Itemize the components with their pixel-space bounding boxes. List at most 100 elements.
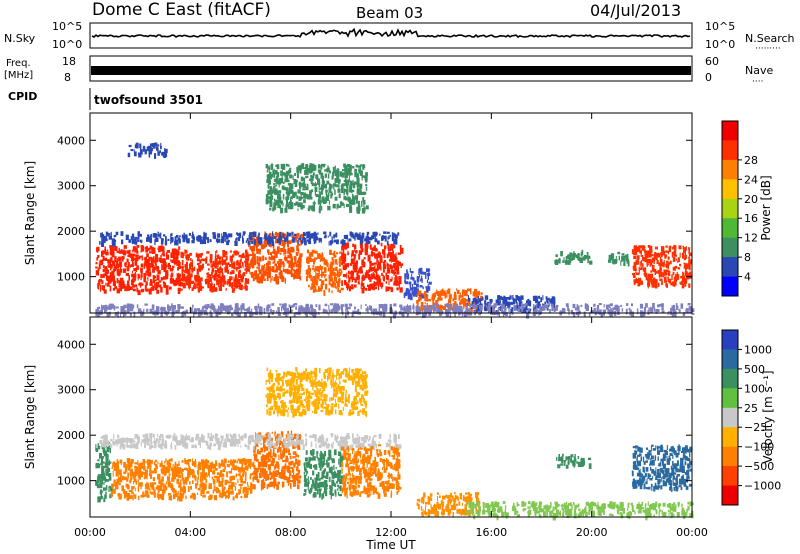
power-cell	[609, 303, 613, 307]
power-cell	[98, 306, 100, 309]
power-cell	[458, 307, 462, 313]
power-cell	[310, 167, 312, 174]
power-cell	[130, 253, 132, 258]
velocity-cell	[336, 480, 338, 484]
power-cell	[282, 239, 286, 245]
velocity-cell	[290, 460, 294, 464]
power-cell	[294, 173, 297, 176]
power-cell	[144, 285, 147, 291]
power-cell	[229, 304, 232, 309]
power-cell	[369, 305, 372, 310]
power-cell	[124, 286, 128, 292]
velocity-cell	[316, 482, 320, 489]
power-cell	[234, 285, 236, 291]
power-cell	[123, 245, 125, 250]
power-cell	[550, 303, 553, 307]
power-cell	[345, 308, 347, 312]
power-cell	[364, 242, 367, 247]
power-cell	[608, 304, 611, 308]
power-cell	[351, 189, 355, 193]
power-cell	[209, 286, 213, 292]
power-cell	[367, 271, 369, 275]
power-cell	[643, 311, 645, 317]
power-cell	[264, 233, 267, 239]
velocity-cell	[188, 460, 190, 467]
power-cell	[271, 255, 275, 261]
power-cell	[218, 274, 220, 279]
power-cell	[263, 278, 266, 281]
velocity-cell	[240, 495, 243, 499]
velocity-cell	[261, 470, 264, 476]
power-cell	[188, 273, 191, 278]
power-cell	[454, 312, 456, 318]
power-cell	[389, 278, 393, 282]
power-cell	[433, 309, 435, 314]
power-cell	[532, 304, 535, 309]
power-cell	[337, 179, 341, 182]
power-cell	[198, 264, 201, 271]
velocity-cell	[317, 457, 319, 461]
power-colorbar-tick-label: 8	[744, 251, 751, 264]
freq-tick-bottom: 8	[64, 71, 71, 84]
power-cell	[678, 308, 680, 311]
power-cell	[117, 312, 119, 318]
power-cell	[114, 246, 118, 251]
power-cell	[112, 260, 116, 267]
power-cell	[411, 273, 413, 277]
power-cell	[324, 303, 328, 307]
power-cell	[354, 235, 356, 241]
power-cell	[156, 289, 160, 294]
power-cell	[418, 268, 422, 273]
power-cell	[677, 267, 681, 270]
power-cell	[188, 287, 190, 290]
velocity-cell	[108, 459, 110, 463]
velocity-cell	[201, 459, 205, 465]
power-cell	[315, 174, 317, 179]
power-cell	[177, 266, 180, 271]
power-cell	[657, 282, 660, 287]
power-cell	[620, 304, 623, 307]
power-cell	[256, 273, 260, 277]
power-cell	[334, 308, 338, 314]
velocity-cell	[147, 459, 149, 466]
power-cell	[294, 184, 298, 187]
velocity-cell	[320, 484, 322, 488]
power-cell	[390, 269, 394, 274]
power-cell	[675, 303, 678, 306]
velocity-cell	[119, 459, 123, 464]
velocity-cell	[125, 483, 128, 488]
power-cell	[672, 271, 675, 276]
power-cell	[609, 258, 611, 263]
power-cell	[229, 255, 233, 262]
velocity-cell	[232, 475, 236, 481]
power-cell	[285, 191, 289, 195]
velocity-cell	[223, 491, 227, 497]
velocity-cell	[165, 486, 168, 491]
power-cell	[642, 263, 644, 268]
power-cell	[321, 252, 323, 257]
power-cell	[229, 309, 231, 314]
power-cell	[137, 234, 140, 239]
power-cell	[125, 272, 129, 276]
power-cell	[632, 265, 635, 270]
velocity-cell	[292, 456, 296, 459]
power-cell	[185, 235, 188, 241]
power-cell	[354, 232, 358, 238]
power-cell	[285, 204, 287, 211]
velocity-cell	[259, 467, 264, 473]
power-cell	[174, 258, 178, 264]
power-cell	[313, 309, 316, 313]
power-cell	[621, 255, 625, 261]
power-cell	[137, 277, 139, 281]
power-cell	[671, 274, 673, 280]
power-cell	[185, 309, 189, 313]
power-cell	[211, 272, 213, 276]
power-cell	[684, 250, 686, 256]
power-cell	[350, 199, 353, 205]
power-cell	[491, 305, 494, 311]
power-cell	[150, 246, 154, 251]
velocity-cell	[216, 472, 220, 476]
power-cell	[639, 250, 642, 254]
power-cell	[263, 244, 268, 248]
power-cell	[109, 251, 111, 254]
